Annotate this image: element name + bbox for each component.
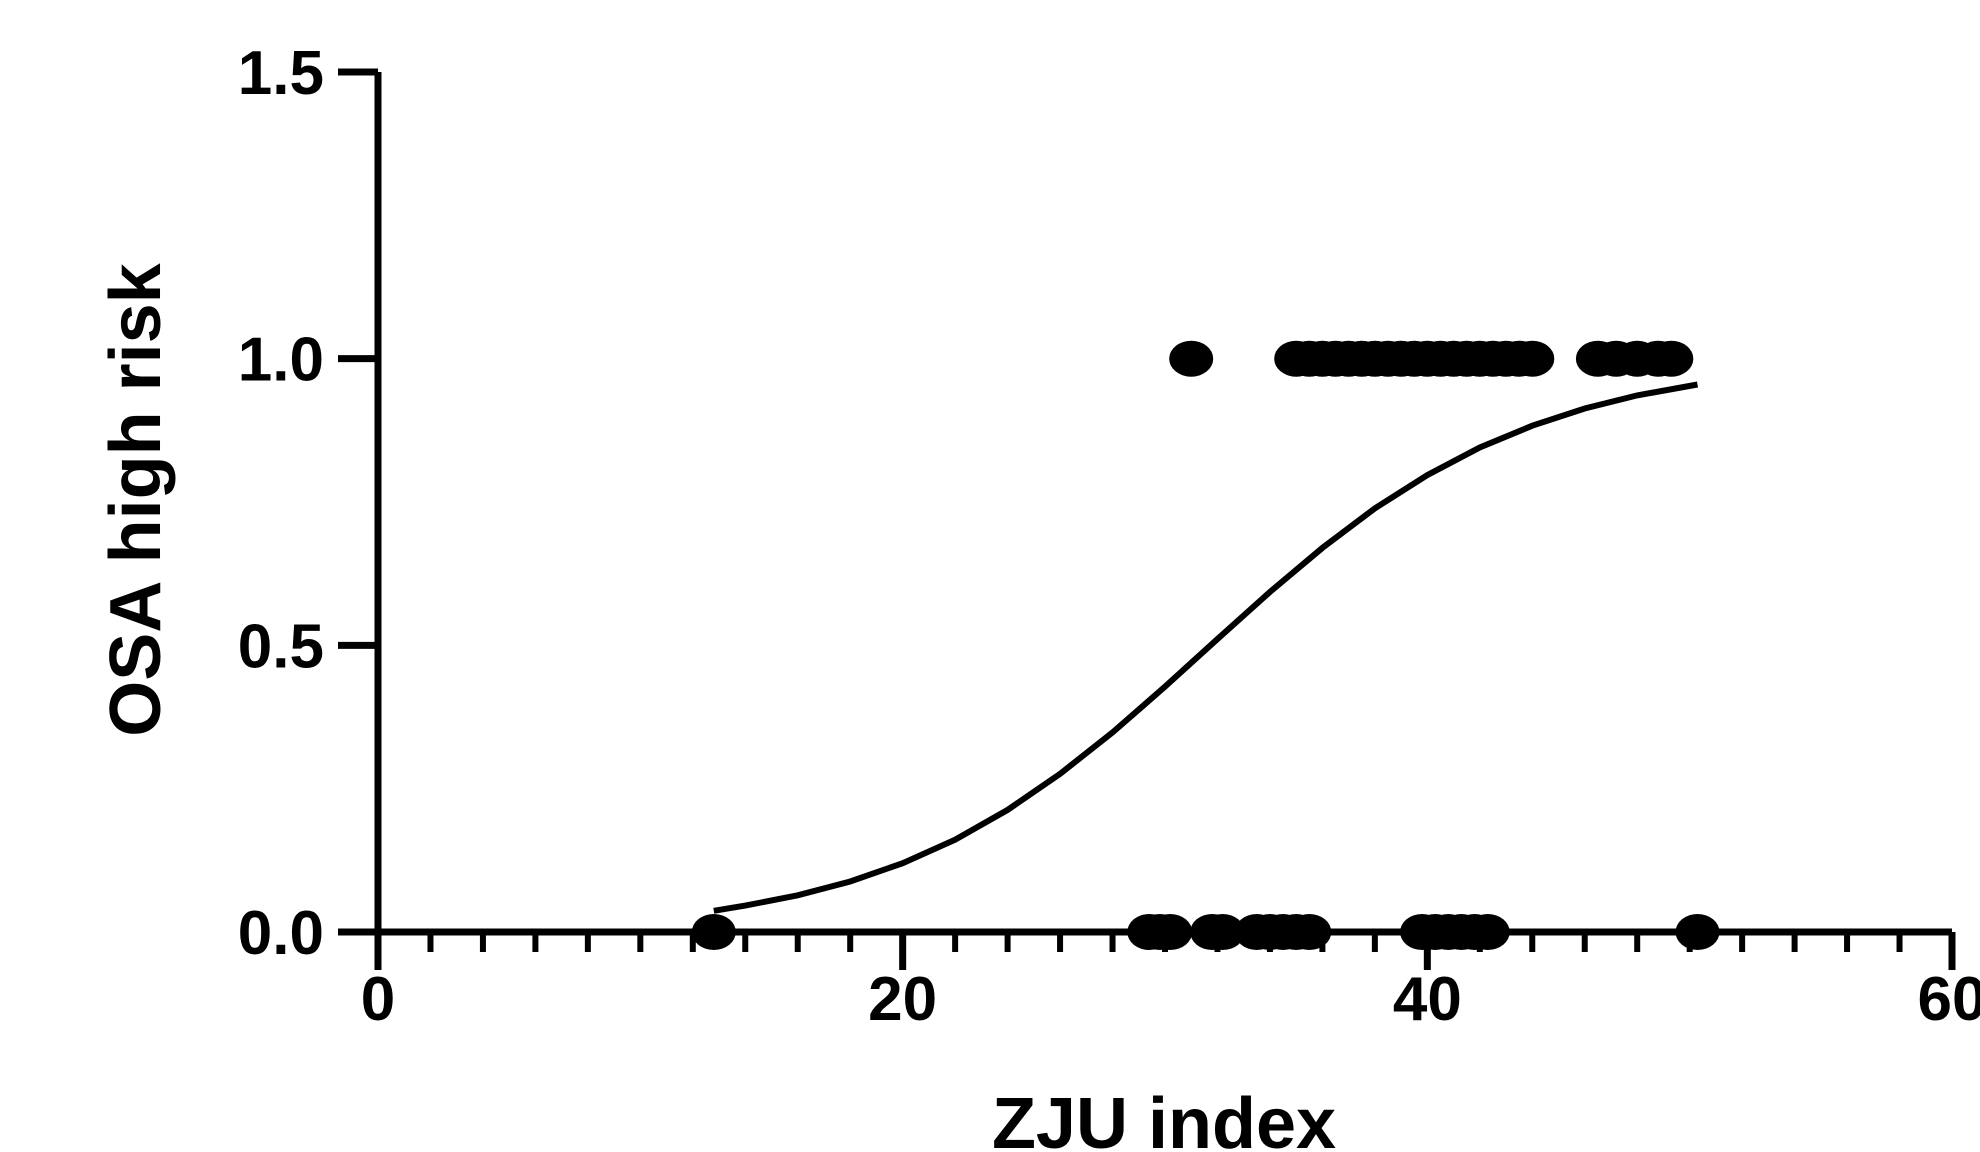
x-axis-title: ZJU index xyxy=(992,1084,1336,1152)
x-tick-label: 0 xyxy=(361,965,395,1034)
y-tick-label: 1.0 xyxy=(238,326,324,395)
data-point xyxy=(1148,914,1193,950)
x-tick-label: 40 xyxy=(1393,965,1462,1034)
y-tick-label: 0.0 xyxy=(238,899,324,968)
x-tick-label: 20 xyxy=(868,965,937,1034)
y-tick-label: 0.5 xyxy=(238,612,324,681)
tick-labels: 0.0 0.5 1.0 1.5 0 20 40 60 xyxy=(238,39,1980,1034)
y-tick-label: 1.5 xyxy=(238,39,324,108)
axes xyxy=(338,68,1956,970)
data-point xyxy=(1200,914,1245,950)
y-axis-title: OSA high risk xyxy=(96,262,176,736)
data-point xyxy=(1465,914,1510,950)
data-point xyxy=(1287,914,1332,950)
data-point xyxy=(1510,340,1555,377)
fit-curve xyxy=(713,381,1699,914)
data-point xyxy=(1169,340,1214,377)
data-point xyxy=(691,914,736,950)
data-point xyxy=(1675,914,1720,950)
x-tick-label: 60 xyxy=(1918,965,1980,1034)
data-point xyxy=(1649,340,1694,377)
data-points xyxy=(691,340,1720,950)
